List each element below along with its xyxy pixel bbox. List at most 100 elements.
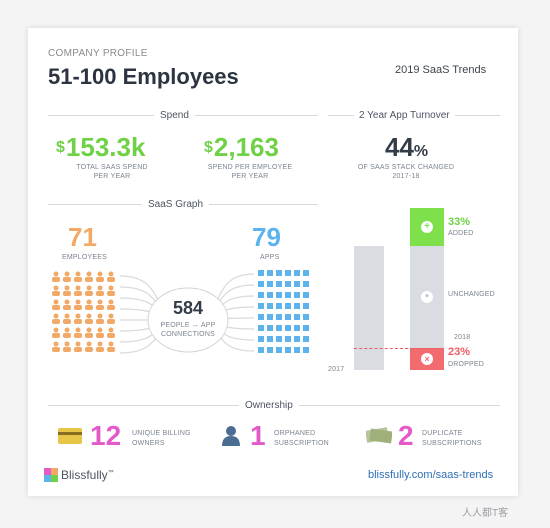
employee-icon [53,327,59,333]
total-spend-caption-line2: PER YEAR [93,173,131,180]
person-icon [222,426,240,446]
employee-icon-body [107,277,115,282]
app-square [303,292,309,298]
employee-icon-body [74,291,82,296]
employee-icon-body [96,291,104,296]
app-square [267,270,273,276]
app-square [303,281,309,287]
employee-icon [75,299,81,305]
money-icon [366,427,392,444]
employee-icon [53,299,59,305]
duplicate-label-line1: DUPLICATE [422,430,463,437]
blissfully-logo: Blissfully™ [61,468,114,482]
employee-icon-body [52,333,60,338]
app-square [276,270,282,276]
logo-tm: ™ [107,470,114,476]
employee-icon [97,341,103,347]
added-percentage: 33% [448,216,471,228]
employee-icon-body [63,319,71,324]
employee-icon [86,285,92,291]
employee-icon-body [107,305,115,310]
per-employee-value: $2,163 [204,132,279,163]
connections-value: 584 [172,298,204,318]
employee-icon [64,313,70,319]
app-square [258,347,264,353]
employee-icon [86,313,92,319]
app-square [267,292,273,298]
employee-icon-body [74,277,82,282]
employee-icon [97,299,103,305]
employee-icon-body [96,319,104,324]
dropped-percentage: 23% [448,346,471,358]
per-employee-caption: SPEND PER EMPLOYEE PER YEAR [194,163,306,181]
footer-link[interactable]: blissfully.com/saas-trends [368,469,494,481]
logo-text: Blissfully [61,468,108,482]
total-spend-value: $153.3k [56,132,145,163]
employee-icon [97,313,103,319]
page-title: 51-100 Employees [48,64,239,89]
employee-icon [64,271,70,277]
blissfully-logo-icon [44,468,58,482]
duplicate-value: 2 [398,420,414,451]
per-employee-caption-line2: PER YEAR [231,173,269,180]
employee-icon [53,285,59,291]
employee-icon-body [96,333,104,338]
app-square [285,336,291,342]
app-square [258,281,264,287]
orphaned-value: 1 [250,420,266,451]
employee-icon-body [52,319,60,324]
app-square [258,270,264,276]
employees-label: EMPLOYEES [62,254,107,261]
per-employee-number: 2,163 [213,132,279,162]
employee-icon-body [85,319,93,324]
duplicate-label: DUPLICATE SUBSCRIPTIONS [422,429,482,449]
profile-card: COMPANY PROFILE 51-100 Employees 2019 Sa… [28,28,518,496]
unchanged-label: UNCHANGED [448,291,495,298]
app-square [285,347,291,353]
app-square [294,314,300,320]
watermark: 人人都T客 [462,508,509,519]
app-square [303,325,309,331]
card-stripe [58,432,82,435]
employee-icon [108,285,114,291]
app-square [303,270,309,276]
employee-icon [86,271,92,277]
app-square [294,336,300,342]
app-square [285,314,291,320]
employee-icon [97,327,103,333]
turnover-value: 44% [385,132,428,163]
ownership-section-title: Ownership [239,400,299,411]
dropped-label: DROPPED [448,361,485,368]
employee-icon-body [74,319,82,324]
added-label: ADDED [448,230,474,237]
app-square [285,292,291,298]
employee-icon-body [63,277,71,282]
app-square [303,314,309,320]
app-square [267,281,273,287]
employee-icon-body [85,347,93,352]
apps-value: 79 [252,222,281,252]
app-square [276,347,282,353]
employee-icon [86,341,92,347]
employee-icon [75,285,81,291]
turnover-number: 44 [385,132,414,162]
x-icon: × [421,353,433,365]
employee-icon-body [85,277,93,282]
app-square [258,336,264,342]
turnover-unit: % [413,143,429,160]
app-square [303,303,309,309]
employee-icon-body [52,347,60,352]
orphaned-label: ORPHANED SUBSCRIPTION [274,429,329,449]
employee-icon-body [107,333,115,338]
app-square [267,336,273,342]
turnover-section-title: 2 Year App Turnover [354,110,455,121]
per-employee-caption-line1: SPEND PER EMPLOYEE [207,164,293,171]
duplicate-label-line2: SUBSCRIPTIONS [422,440,482,447]
app-square [303,336,309,342]
app-square [294,347,300,353]
app-square [294,303,300,309]
employee-icon [53,341,59,347]
employee-icon-body [96,277,104,282]
app-square [285,325,291,331]
trends-label: 2019 SaaS Trends [395,64,487,76]
